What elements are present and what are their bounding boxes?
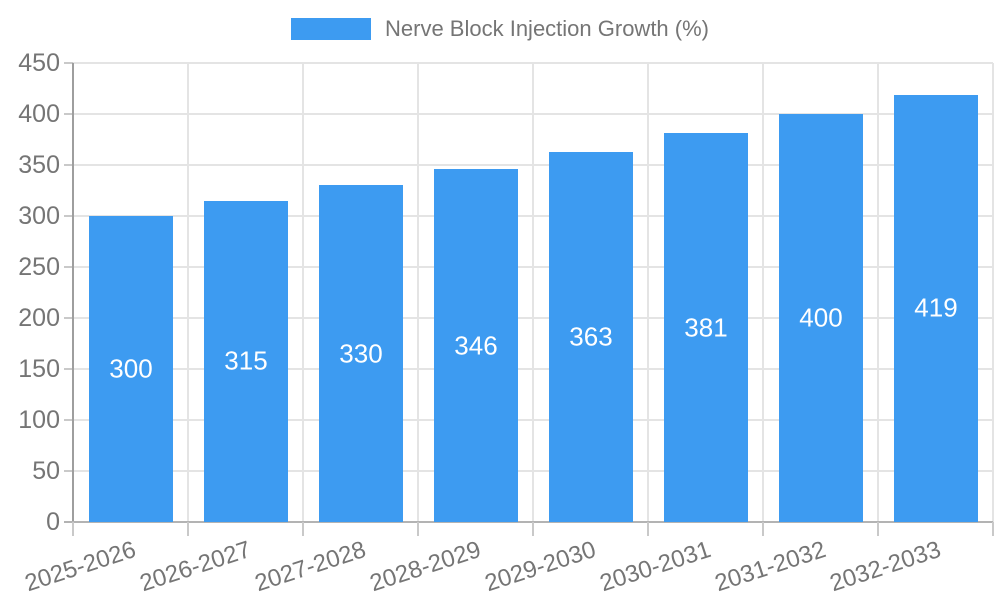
bar-value-label: 400 bbox=[799, 302, 843, 333]
x-axis-line bbox=[64, 521, 993, 523]
y-axis-tick bbox=[64, 368, 73, 370]
x-axis-category-label: 2032-2033 bbox=[826, 536, 945, 598]
legend-swatch-icon bbox=[291, 18, 371, 40]
x-axis-tick bbox=[647, 522, 649, 536]
y-axis-tick bbox=[64, 317, 73, 319]
legend[interactable]: Nerve Block Injection Growth (%) bbox=[0, 16, 1000, 42]
gridline-vertical bbox=[647, 63, 649, 522]
y-axis-tick-label: 400 bbox=[18, 100, 60, 128]
x-axis-tick bbox=[877, 522, 879, 536]
x-axis-category-label: 2025-2026 bbox=[21, 536, 140, 598]
gridline-vertical bbox=[532, 63, 534, 522]
y-axis-tick bbox=[64, 62, 73, 64]
bar[interactable] bbox=[549, 152, 633, 522]
y-axis-line bbox=[72, 63, 74, 522]
y-axis-tick bbox=[64, 266, 73, 268]
x-axis-tick bbox=[532, 522, 534, 536]
gridline-vertical bbox=[992, 63, 994, 522]
bar[interactable] bbox=[894, 95, 978, 522]
bar[interactable] bbox=[204, 201, 288, 522]
bar-value-label: 315 bbox=[224, 345, 268, 376]
bar-value-label: 300 bbox=[109, 353, 153, 384]
y-axis-tick bbox=[64, 419, 73, 421]
x-axis-category-label: 2028-2029 bbox=[366, 536, 485, 598]
x-axis-tick bbox=[762, 522, 764, 536]
bar-value-label: 346 bbox=[454, 330, 498, 361]
bar-value-label: 330 bbox=[339, 338, 383, 369]
y-axis-tick-label: 250 bbox=[18, 253, 60, 281]
y-axis-tick-label: 350 bbox=[18, 151, 60, 179]
bar[interactable] bbox=[779, 114, 863, 522]
bar[interactable] bbox=[434, 169, 518, 522]
bar-value-label: 419 bbox=[914, 292, 958, 323]
x-axis-tick bbox=[187, 522, 189, 536]
legend-label: Nerve Block Injection Growth (%) bbox=[385, 16, 709, 41]
bar-value-label: 381 bbox=[684, 312, 728, 343]
bar[interactable] bbox=[89, 216, 173, 522]
y-axis-tick-label: 100 bbox=[18, 406, 60, 434]
y-axis-tick bbox=[64, 164, 73, 166]
bar[interactable] bbox=[664, 133, 748, 522]
gridline-vertical bbox=[417, 63, 419, 522]
x-axis-tick bbox=[72, 522, 74, 536]
x-axis-tick bbox=[992, 522, 994, 536]
x-axis-category-label: 2029-2030 bbox=[481, 536, 600, 598]
bar-value-label: 363 bbox=[569, 321, 613, 352]
y-axis-tick-label: 150 bbox=[18, 355, 60, 383]
y-axis-tick-label: 300 bbox=[18, 202, 60, 230]
x-axis-category-label: 2031-2032 bbox=[711, 536, 830, 598]
x-axis-tick bbox=[417, 522, 419, 536]
x-axis-category-label: 2027-2028 bbox=[251, 536, 370, 598]
y-axis-tick-label: 450 bbox=[18, 49, 60, 77]
y-axis-tick bbox=[64, 215, 73, 217]
bar[interactable] bbox=[319, 185, 403, 522]
y-axis-tick bbox=[64, 470, 73, 472]
x-axis-tick bbox=[302, 522, 304, 536]
gridline-vertical bbox=[187, 63, 189, 522]
gridline-vertical bbox=[877, 63, 879, 522]
gridline-vertical bbox=[302, 63, 304, 522]
x-axis-category-label: 2026-2027 bbox=[136, 536, 255, 598]
y-axis-tick bbox=[64, 113, 73, 115]
y-axis-tick-label: 200 bbox=[18, 304, 60, 332]
y-axis-tick-label: 50 bbox=[32, 457, 60, 485]
gridline-vertical bbox=[762, 63, 764, 522]
x-axis-category-label: 2030-2031 bbox=[596, 536, 715, 598]
y-axis-tick-label: 0 bbox=[46, 508, 60, 536]
